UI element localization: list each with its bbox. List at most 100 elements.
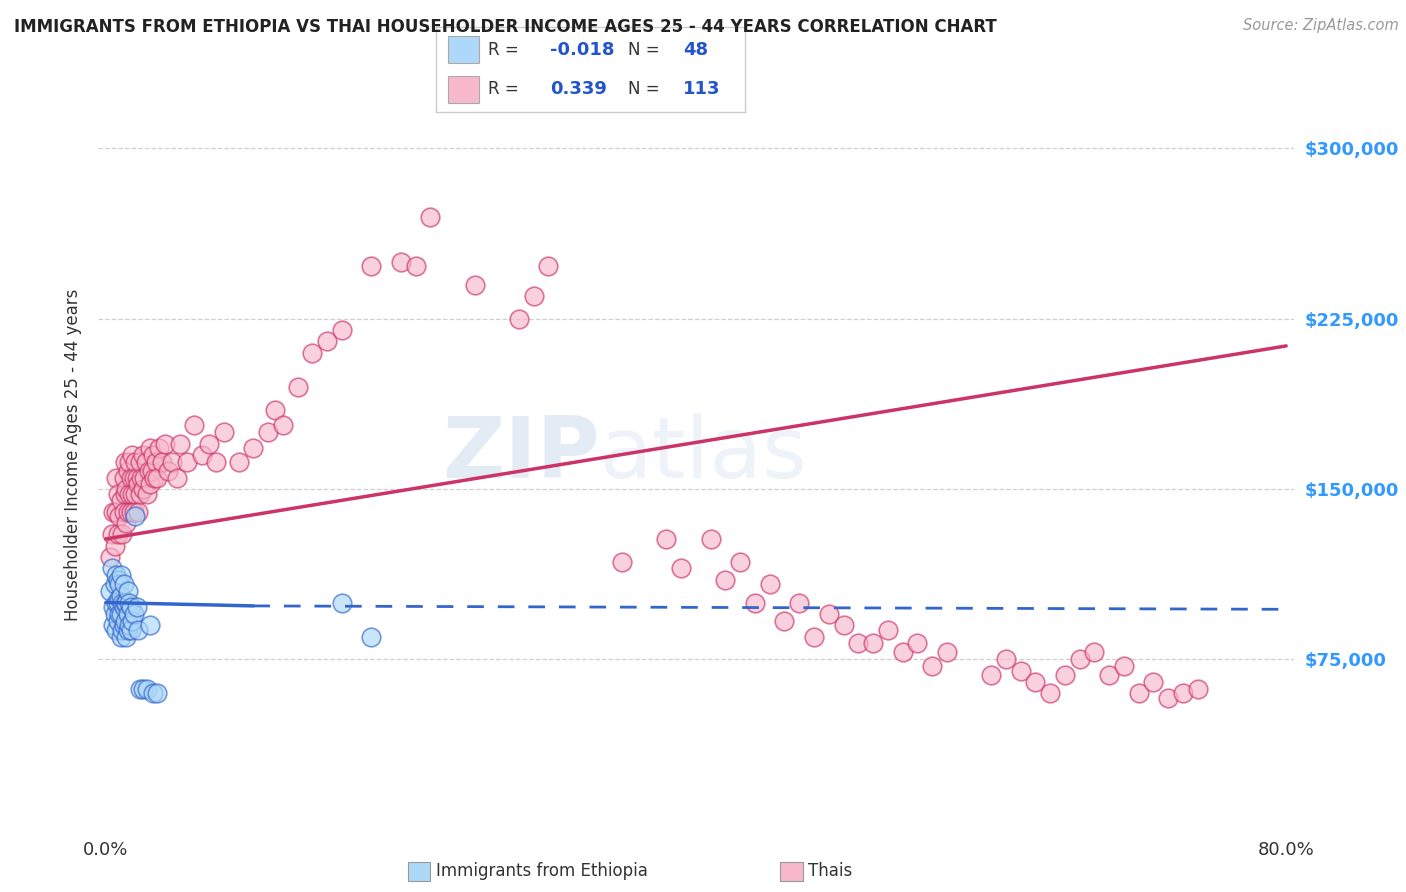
Point	[127, 505, 149, 519]
Text: 0.339: 0.339	[550, 80, 607, 98]
Point	[143, 470, 166, 484]
Point	[139, 441, 162, 455]
Point	[145, 455, 167, 469]
Point	[117, 607, 139, 621]
Point	[114, 614, 136, 628]
Point	[150, 455, 173, 469]
Point	[141, 464, 163, 478]
Point	[160, 455, 183, 469]
Point	[117, 464, 139, 478]
Point	[112, 600, 135, 615]
Point	[264, 402, 287, 417]
Point	[1069, 652, 1091, 666]
Point	[100, 527, 122, 541]
Point	[1039, 686, 1062, 700]
Point	[803, 630, 825, 644]
Point	[714, 573, 737, 587]
Point	[110, 493, 132, 508]
Point	[1053, 668, 1076, 682]
Y-axis label: Householder Income Ages 25 - 44 years: Householder Income Ages 25 - 44 years	[65, 289, 83, 621]
Point	[153, 436, 176, 450]
Point	[110, 568, 132, 582]
Point	[115, 482, 138, 496]
Point	[101, 618, 124, 632]
Point	[128, 681, 150, 696]
Point	[114, 595, 136, 609]
Point	[832, 618, 855, 632]
Point	[405, 260, 427, 274]
Point	[98, 550, 121, 565]
Point	[921, 659, 943, 673]
Point	[1142, 675, 1164, 690]
Point	[758, 577, 780, 591]
Point	[142, 686, 165, 700]
Point	[787, 595, 810, 609]
Text: Source: ZipAtlas.com: Source: ZipAtlas.com	[1243, 18, 1399, 33]
Point	[107, 573, 129, 587]
Point	[117, 505, 139, 519]
Text: IMMIGRANTS FROM ETHIOPIA VS THAI HOUSEHOLDER INCOME AGES 25 - 44 YEARS CORRELATI: IMMIGRANTS FROM ETHIOPIA VS THAI HOUSEHO…	[14, 18, 997, 36]
Text: N =: N =	[627, 41, 665, 59]
Point	[105, 623, 128, 637]
Point	[744, 595, 766, 609]
Point	[104, 577, 127, 591]
Point	[464, 277, 486, 292]
Point	[360, 630, 382, 644]
Point	[148, 441, 170, 455]
Point	[1098, 668, 1121, 682]
Point	[101, 505, 124, 519]
Point	[134, 470, 156, 484]
Point	[146, 470, 169, 484]
Point	[107, 527, 129, 541]
Point	[994, 652, 1017, 666]
Point	[129, 470, 152, 484]
Point	[139, 477, 162, 491]
Point	[118, 455, 141, 469]
Point	[166, 470, 188, 484]
Point	[817, 607, 839, 621]
Point	[98, 584, 121, 599]
Point	[146, 686, 169, 700]
Point	[1157, 690, 1180, 705]
Point	[508, 311, 530, 326]
Point	[124, 455, 146, 469]
Point	[655, 532, 678, 546]
FancyBboxPatch shape	[449, 36, 479, 63]
Text: R =: R =	[488, 41, 524, 59]
Point	[107, 614, 129, 628]
Point	[105, 505, 128, 519]
Point	[1112, 659, 1135, 673]
Point	[330, 323, 353, 337]
Point	[114, 486, 136, 500]
Point	[139, 618, 162, 632]
Point	[183, 418, 205, 433]
Point	[537, 260, 560, 274]
Point	[980, 668, 1002, 682]
Point	[107, 595, 129, 609]
Point	[1010, 664, 1032, 678]
Point	[136, 486, 159, 500]
Point	[846, 636, 869, 650]
Point	[110, 589, 132, 603]
Point	[111, 623, 134, 637]
Point	[389, 255, 412, 269]
Point	[891, 645, 914, 659]
Point	[131, 448, 153, 462]
Point	[156, 464, 179, 478]
Text: 48: 48	[683, 41, 709, 59]
Point	[122, 607, 145, 621]
Point	[124, 509, 146, 524]
Point	[523, 289, 546, 303]
Text: Thais: Thais	[808, 863, 852, 880]
Point	[121, 448, 143, 462]
Point	[135, 455, 157, 469]
Point	[118, 618, 141, 632]
Point	[110, 607, 132, 621]
Point	[935, 645, 957, 659]
Text: atlas: atlas	[600, 413, 808, 497]
Point	[773, 614, 796, 628]
Point	[115, 630, 138, 644]
Point	[118, 595, 141, 609]
Point	[301, 345, 323, 359]
Point	[104, 539, 127, 553]
